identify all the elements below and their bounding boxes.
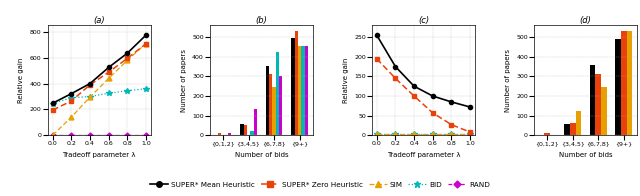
Bar bbox=[564, 124, 570, 135]
Bar bbox=[301, 46, 305, 135]
Y-axis label: Relative gain: Relative gain bbox=[19, 58, 24, 103]
Bar bbox=[601, 87, 607, 135]
Y-axis label: Relative gain: Relative gain bbox=[342, 58, 349, 103]
Bar bbox=[269, 74, 273, 135]
Bar bbox=[575, 111, 581, 135]
Title: (a): (a) bbox=[93, 16, 105, 25]
X-axis label: Tradeoff parameter λ: Tradeoff parameter λ bbox=[63, 152, 136, 158]
Bar bbox=[240, 124, 244, 135]
Bar bbox=[615, 39, 621, 135]
Bar bbox=[570, 123, 575, 135]
Bar bbox=[244, 125, 247, 135]
Bar bbox=[294, 31, 298, 135]
Title: (c): (c) bbox=[418, 16, 429, 25]
Bar bbox=[291, 38, 294, 135]
Bar bbox=[305, 46, 308, 135]
Legend: SUPER* Mean Heuristic, SUPER* Zero Heuristic, SIM, BID, RAND: SUPER* Mean Heuristic, SUPER* Zero Heuri… bbox=[147, 179, 493, 191]
X-axis label: Tradeoff parameter λ: Tradeoff parameter λ bbox=[387, 152, 460, 158]
Bar bbox=[298, 46, 301, 135]
Bar bbox=[253, 109, 257, 135]
Bar bbox=[266, 66, 269, 135]
Bar bbox=[279, 76, 282, 135]
X-axis label: Number of bids: Number of bids bbox=[559, 152, 612, 158]
Bar bbox=[590, 65, 595, 135]
Bar bbox=[218, 133, 221, 135]
Y-axis label: Number of papers: Number of papers bbox=[180, 49, 186, 112]
X-axis label: Number of bids: Number of bids bbox=[234, 152, 288, 158]
Y-axis label: Number of papers: Number of papers bbox=[505, 49, 511, 112]
Bar bbox=[250, 131, 253, 135]
Title: (d): (d) bbox=[580, 16, 591, 25]
Title: (b): (b) bbox=[255, 16, 268, 25]
Bar bbox=[273, 87, 276, 135]
Bar bbox=[595, 74, 601, 135]
Bar bbox=[545, 133, 550, 135]
Bar bbox=[627, 31, 632, 135]
Bar bbox=[276, 52, 279, 135]
Bar bbox=[228, 133, 231, 135]
Bar bbox=[621, 31, 627, 135]
